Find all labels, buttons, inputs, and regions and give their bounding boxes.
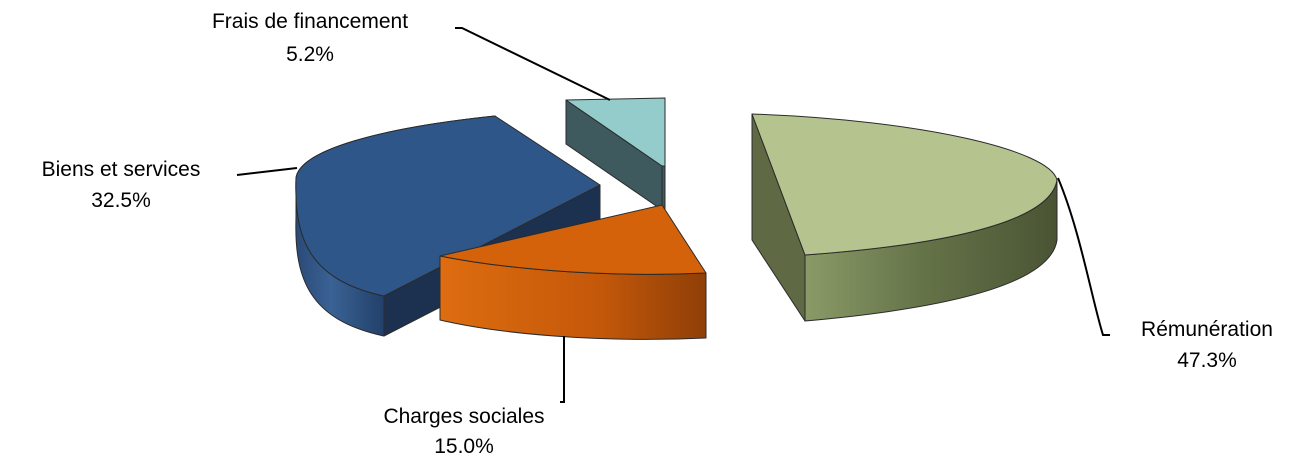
leader-line-remuneration <box>1058 178 1110 335</box>
label-remuneration: Rémunération <box>1141 318 1273 341</box>
value-frais-de-financement: 5.2% <box>286 43 334 66</box>
label-biens-et-services: Biens et services <box>42 158 201 181</box>
leader-line-frais-de-financement <box>455 28 610 100</box>
leader-line-charges-sociales <box>560 336 564 402</box>
label-frais-de-financement: Frais de financement <box>212 10 408 33</box>
leader-line-biens-et-services <box>237 168 297 175</box>
slice-remuneration <box>752 114 1057 321</box>
value-remuneration: 47.3% <box>1177 349 1237 372</box>
label-charges-sociales: Charges sociales <box>383 405 544 428</box>
value-biens-et-services: 32.5% <box>91 189 151 212</box>
value-charges-sociales: 15.0% <box>434 435 494 458</box>
